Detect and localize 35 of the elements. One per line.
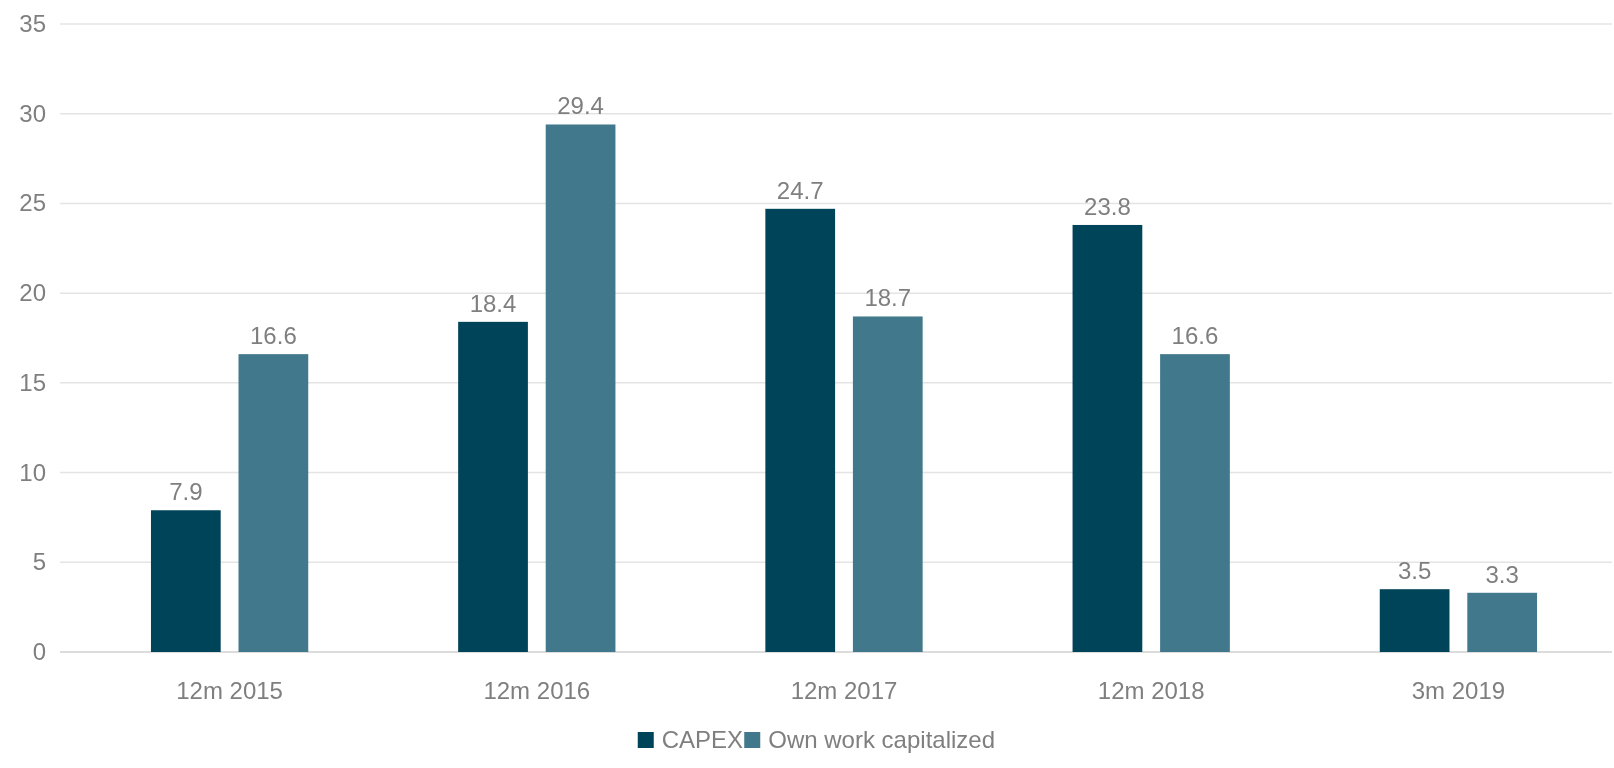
y-tick-label: 35 — [19, 10, 46, 37]
data-label: 23.8 — [1084, 192, 1131, 220]
bar — [765, 208, 836, 652]
legend-label: CAPEX — [661, 726, 744, 753]
y-tick-label: 5 — [32, 548, 46, 576]
x-tick-label: 12m 2018 — [1097, 677, 1205, 704]
bar — [1467, 592, 1538, 652]
bar — [1160, 354, 1230, 652]
bar — [1379, 589, 1450, 652]
bar — [150, 510, 221, 652]
y-tick-label: 30 — [19, 99, 46, 127]
bar — [852, 316, 923, 652]
bar — [545, 124, 616, 652]
data-label: 7.9 — [169, 478, 203, 506]
y-tick-label: 25 — [19, 189, 46, 217]
y-tick-label: 15 — [19, 368, 46, 396]
data-label: 18.7 — [864, 284, 912, 312]
bar — [458, 321, 528, 652]
data-label: 3.3 — [1485, 560, 1519, 588]
data-label: 16.6 — [250, 322, 297, 350]
x-tick-label: 3m 2019 — [1411, 677, 1506, 704]
data-label: 24.7 — [776, 176, 824, 204]
bar — [238, 354, 309, 652]
legend-label: Own work capitalized — [768, 726, 996, 753]
data-label: 18.4 — [469, 289, 517, 317]
data-label: 16.6 — [1171, 322, 1219, 350]
x-tick-label: 12m 2016 — [483, 677, 591, 704]
x-tick-label: 12m 2015 — [176, 677, 283, 704]
data-label: 29.4 — [557, 92, 604, 120]
y-tick-label: 10 — [19, 458, 46, 486]
y-tick-label: 0 — [32, 638, 46, 665]
bar — [1072, 224, 1143, 652]
x-tick-label: 12m 2017 — [790, 677, 898, 704]
y-tick-label: 20 — [19, 279, 46, 307]
data-label: 3.5 — [1397, 557, 1432, 585]
